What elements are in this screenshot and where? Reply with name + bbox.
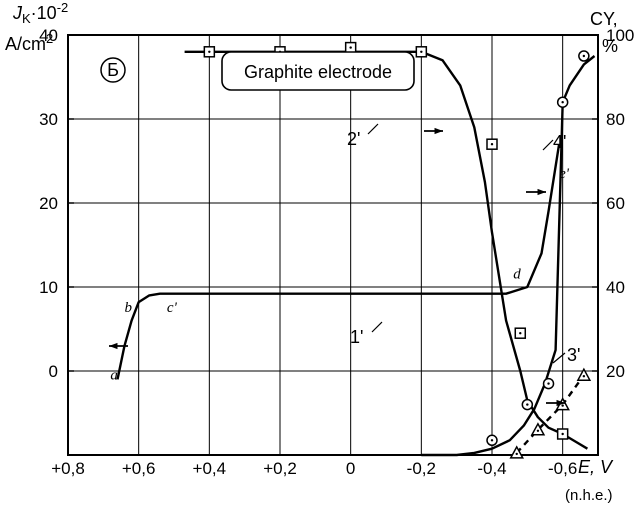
x-axis-label: E, V (n.h.e.) <box>565 457 614 504</box>
y-right-tick-label: 20 <box>606 362 625 381</box>
data-point-center <box>582 375 586 378</box>
data-point-center <box>547 382 550 385</box>
series-line-1p <box>116 144 561 380</box>
curve-label: 1' <box>350 327 363 347</box>
x-tick-label: +0,8 <box>51 459 85 478</box>
curve-label-leader <box>371 321 383 333</box>
x-tick-label: +0,2 <box>263 459 297 478</box>
data-point-center <box>490 439 494 442</box>
x-tick-label: -0,2 <box>407 459 436 478</box>
y-left-tick-label: 20 <box>39 194 58 213</box>
data-point-center <box>490 143 494 146</box>
grid <box>67 34 598 455</box>
point-annotation: b <box>125 300 133 316</box>
x-tick-label: -0,4 <box>477 459 506 478</box>
y-right-unit: % <box>602 36 618 56</box>
y-right-tick-label: 40 <box>606 278 625 297</box>
plot-frame <box>67 34 599 456</box>
curve-labels: 2' 1' 4' 3' a b c' d e' <box>110 123 580 383</box>
y-left-tick-label: 10 <box>39 278 58 297</box>
y-right-tick-label: 100 <box>606 26 634 45</box>
data-point-center <box>349 46 352 49</box>
svg-text:JK·10-2: JK·10-2 <box>12 0 68 26</box>
data-point-center <box>536 429 540 432</box>
y-left-symbol: J <box>12 3 23 23</box>
arrow-right-icon-head <box>556 399 565 407</box>
markers <box>109 41 592 459</box>
x-tick-label: +0,4 <box>193 459 227 478</box>
data-point-triangle <box>530 422 546 436</box>
x-tick-label: +0,6 <box>122 459 156 478</box>
svg-text:A/cm2: A/cm2 <box>5 31 53 54</box>
data-point-center <box>561 101 564 104</box>
panel-letter: Б <box>107 60 119 80</box>
title-box: Graphite electrode <box>221 51 415 91</box>
curve-label: 3' <box>567 345 580 365</box>
data-point-center <box>515 452 518 456</box>
y-left-unit: A/cm <box>5 34 46 54</box>
arrow-left-icon-head <box>109 342 118 350</box>
y-left-tick-label: 0 <box>49 362 58 381</box>
data-point-triangle <box>509 445 524 459</box>
x-tick-label: 0 <box>346 459 355 478</box>
y-right-label: CY, % <box>590 9 618 56</box>
y-right-tick-label: 60 <box>606 194 625 213</box>
tick-labels: +0,8 +0,6 +0,4 +0,2 0 -0,2 -0,4 -0,6 0 10 20 30 40 20… <box>39 26 634 478</box>
curve-label-leader <box>552 352 566 364</box>
y-left-tick-label: 30 <box>39 110 58 129</box>
curve-label-leader <box>367 123 379 135</box>
y-left-subscript: K <box>22 11 31 26</box>
x-tick-label: -0,6 <box>548 459 577 478</box>
data-point-center <box>208 50 211 53</box>
point-annotation: d <box>513 267 521 283</box>
data-point-center <box>519 332 522 335</box>
data-point-center <box>526 403 529 406</box>
panel-label: Б <box>100 57 126 83</box>
point-annotation: c' <box>167 300 178 316</box>
series-line-4p <box>421 55 596 457</box>
y-right-title: CY, <box>590 9 618 29</box>
chart-title: Graphite electrode <box>244 62 392 82</box>
y-left-factor: ·10 <box>31 3 57 23</box>
arrow-right-icon-head <box>434 127 443 135</box>
data-point-center <box>420 50 423 53</box>
point-annotation: e' <box>559 166 570 182</box>
y-left-tick-label: 40 <box>39 26 58 45</box>
series-line-3p <box>515 374 585 454</box>
arrow-right-icon-head <box>537 188 546 196</box>
y-left-exponent: -2 <box>57 0 69 15</box>
curve-label-leader <box>542 139 554 151</box>
curve-label: 4' <box>553 132 566 152</box>
data-point-center <box>561 432 564 436</box>
x-axis-title: E, V <box>578 457 614 477</box>
data-point-center <box>582 54 586 58</box>
y-right-tick-label: 80 <box>606 110 625 129</box>
y-left-label: JK·10-2 A/cm2 <box>5 0 68 54</box>
point-annotation: a <box>110 367 118 383</box>
y-left-unit-exponent: 2 <box>46 31 53 46</box>
series <box>116 50 596 457</box>
series-line-2p <box>184 50 589 450</box>
curve-label: 2' <box>347 129 360 149</box>
data-point-center <box>561 404 564 407</box>
x-axis-subtitle: (n.h.e.) <box>565 487 613 504</box>
axes <box>67 34 599 456</box>
data-point-triangle <box>576 367 592 381</box>
